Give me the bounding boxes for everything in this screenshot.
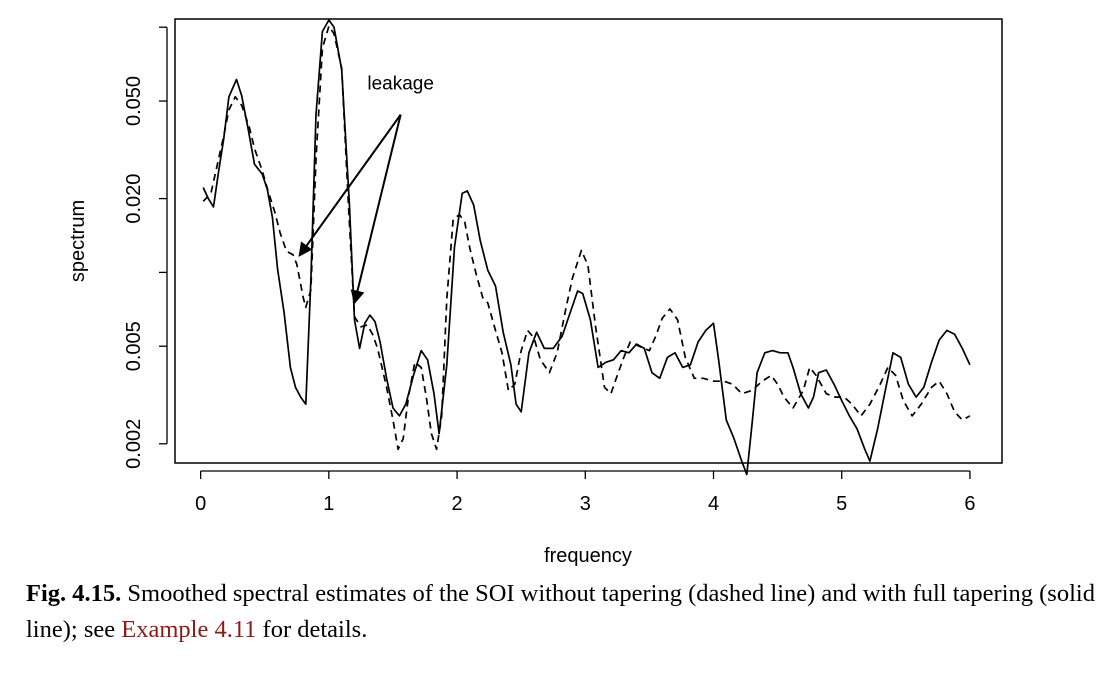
figure-label: Fig. 4.15.: [26, 580, 122, 607]
example-link[interactable]: Example 4.11: [121, 616, 257, 643]
caption-text-after: for details.: [256, 616, 368, 643]
series-layer: [202, 19, 971, 476]
y-axis: 0.002 0.005 0.020 0.050: [123, 26, 168, 469]
x-tick-label: 4: [708, 493, 719, 515]
x-tick-label: 1: [323, 493, 334, 515]
x-tick-label: 2: [452, 493, 463, 515]
y-tick-label: 0.050: [123, 76, 145, 126]
plot-frame: [174, 18, 1003, 464]
figure-caption: Fig. 4.15. Smoothed spectral estimates o…: [26, 576, 1096, 648]
x-tick-label: 6: [964, 493, 975, 515]
y-tick-label: 0.002: [123, 419, 145, 469]
leakage-arrow: [298, 114, 402, 257]
x-axis-label: frequency: [544, 545, 632, 567]
y-axis-label: spectrum: [67, 200, 89, 282]
x-tick-label: 5: [836, 493, 847, 515]
x-tick-label: 0: [195, 493, 206, 515]
solid-series-line: [202, 19, 971, 476]
x-axis: 0 1 2 3 4 5 6: [195, 470, 976, 515]
y-tick-label: 0.020: [123, 174, 145, 224]
leakage-annotation: leakage: [298, 73, 434, 305]
spectrum-chart: 0 1 2 3 4 5 6 0.002 0.005 0.020 0.050 leakage fre…: [67, 18, 1003, 567]
y-tick-label: 0.005: [123, 321, 145, 371]
x-tick-label: 3: [580, 493, 591, 515]
leakage-arrow: [350, 114, 402, 305]
caption-text-before: Smoothed spectral estimates of the SOI w…: [26, 580, 1095, 643]
leakage-label: leakage: [367, 73, 434, 94]
